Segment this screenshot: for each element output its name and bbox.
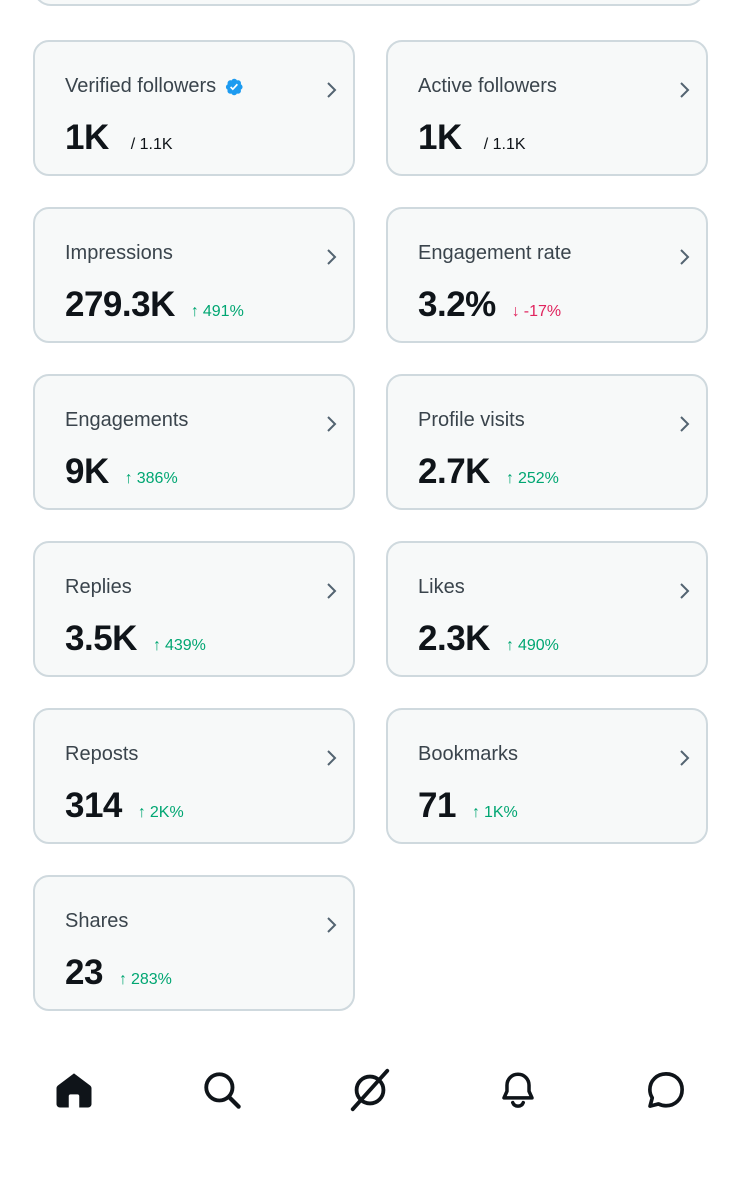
change-value: 490% (517, 637, 559, 654)
metric-card-likes[interactable]: Likes 2.3K ↑ 490% (386, 541, 708, 677)
message-icon (648, 1072, 684, 1108)
arrow-down-icon: ↓ (511, 303, 520, 320)
card-change: ↑ 283% (119, 971, 172, 989)
card-value: 1K (65, 118, 109, 157)
card-value: 3.2% (418, 285, 496, 324)
chevron-right-icon (327, 917, 337, 933)
change-value: 439% (164, 637, 206, 654)
card-sub-value: / 1.1K (130, 136, 173, 153)
card-value: 3.5K (65, 619, 137, 658)
card-change: ↑ 1K% (472, 804, 518, 822)
bottom-nav (0, 1050, 740, 1130)
analytics-grid: Verified followers 1K / 1.1K Active foll… (33, 40, 709, 1011)
chevron-right-icon (680, 750, 690, 766)
card-change: ↑ 252% (506, 470, 559, 488)
change-value: 1K% (483, 804, 518, 821)
card-change: ↑ 491% (191, 303, 244, 321)
arrow-up-icon: ↑ (471, 804, 480, 821)
card-sub-value: / 1.1K (483, 136, 526, 153)
card-change: ↑ 386% (125, 470, 178, 488)
metric-card-engagements[interactable]: Engagements 9K ↑ 386% (33, 374, 355, 510)
verified-badge-icon (226, 78, 243, 95)
metric-card-shares[interactable]: Shares 23 ↑ 283% (33, 875, 355, 1011)
card-value: 2.3K (418, 619, 490, 658)
card-change: ↑ 490% (506, 637, 559, 655)
card-label: Shares (65, 910, 129, 932)
bell-icon (502, 1072, 534, 1108)
chevron-right-icon (680, 416, 690, 432)
search-icon (204, 1072, 241, 1109)
metric-card-reposts[interactable]: Reposts 314 ↑ 2K% (33, 708, 355, 844)
metric-card-engagement-rate[interactable]: Engagement rate 3.2% ↓ -17% (386, 207, 708, 343)
arrow-up-icon: ↑ (124, 470, 133, 487)
arrow-up-icon: ↑ (505, 470, 514, 487)
card-value: 71 (418, 786, 456, 825)
card-label: Replies (65, 576, 132, 598)
chevron-right-icon (327, 416, 337, 432)
nav-grok-button[interactable] (346, 1066, 394, 1114)
card-change: ↓ -17% (512, 303, 561, 321)
change-value: 491% (202, 303, 244, 320)
card-label: Verified followers (65, 75, 217, 97)
card-value: 9K (65, 452, 109, 491)
chevron-right-icon (327, 82, 337, 98)
metric-card-replies[interactable]: Replies 3.5K ↑ 439% (33, 541, 355, 677)
arrow-up-icon: ↑ (137, 804, 146, 821)
chevron-right-icon (680, 82, 690, 98)
chevron-right-icon (680, 583, 690, 599)
arrow-up-icon: ↑ (118, 971, 127, 988)
card-label: Engagements (65, 409, 189, 431)
card-label: Profile visits (418, 409, 525, 431)
card-label: Reposts (65, 743, 139, 765)
arrow-up-icon: ↑ (505, 637, 514, 654)
arrow-up-icon: ↑ (152, 637, 161, 654)
metric-card-profile-visits[interactable]: Profile visits 2.7K ↑ 252% (386, 374, 708, 510)
nav-messages-button[interactable] (642, 1066, 690, 1114)
metric-card-bookmarks[interactable]: Bookmarks 71 ↑ 1K% (386, 708, 708, 844)
previous-card-edge (33, 0, 705, 6)
change-value: 2K% (149, 804, 184, 821)
change-value: 283% (130, 971, 172, 988)
home-icon (56, 1073, 92, 1108)
card-change: ↑ 2K% (138, 804, 184, 822)
arrow-up-icon: ↑ (190, 303, 199, 320)
card-value: 2.7K (418, 452, 490, 491)
card-change: ↑ 439% (153, 637, 206, 655)
card-value: 23 (65, 953, 103, 992)
chevron-right-icon (327, 249, 337, 265)
metric-card-active-followers[interactable]: Active followers 1K / 1.1K (386, 40, 708, 176)
card-label: Likes (418, 576, 465, 598)
card-value: 279.3K (65, 285, 175, 324)
change-value: 252% (517, 470, 559, 487)
card-value: 1K (418, 118, 462, 157)
metric-card-impressions[interactable]: Impressions 279.3K ↑ 491% (33, 207, 355, 343)
change-value: 386% (136, 470, 178, 487)
card-label: Engagement rate (418, 242, 572, 264)
nav-home-button[interactable] (50, 1066, 98, 1114)
chevron-right-icon (327, 583, 337, 599)
nav-search-button[interactable] (198, 1066, 246, 1114)
card-value: 314 (65, 786, 122, 825)
card-label: Active followers (418, 75, 557, 97)
card-label: Bookmarks (418, 743, 519, 765)
card-label: Impressions (65, 242, 173, 264)
metric-card-verified-followers[interactable]: Verified followers 1K / 1.1K (33, 40, 355, 176)
chevron-right-icon (680, 249, 690, 265)
grok-icon (350, 1068, 390, 1112)
nav-notifications-button[interactable] (494, 1066, 542, 1114)
change-value: -17% (523, 303, 562, 320)
chevron-right-icon (327, 750, 337, 766)
